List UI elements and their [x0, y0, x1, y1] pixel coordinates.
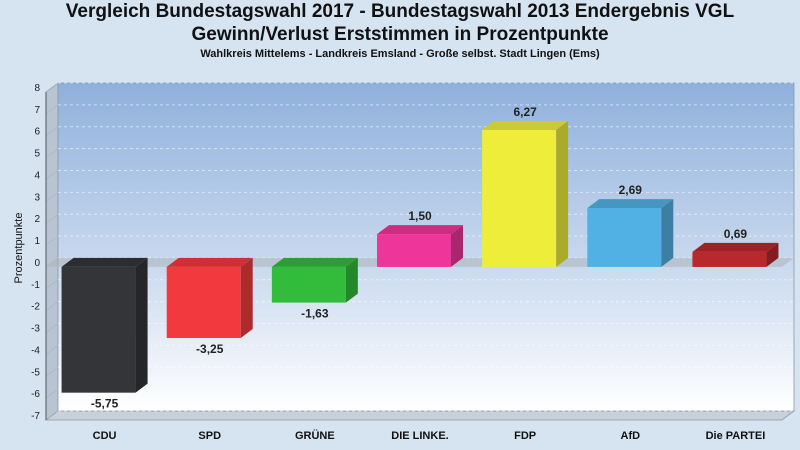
- plot-floor: [44, 410, 796, 421]
- y-tick-label: 3: [34, 192, 40, 203]
- x-tick-label: DIE LINKE.: [391, 430, 448, 442]
- bar-top: [377, 225, 463, 235]
- value-label: 1,50: [408, 209, 432, 223]
- y-tick-label: 4: [34, 170, 40, 181]
- chart-title-line1: Vergleich Bundestagswahl 2017 - Bundesta…: [65, 1, 735, 22]
- bar-side: [135, 257, 148, 393]
- gridline-side: [45, 410, 59, 421]
- bar-top: [692, 242, 779, 252]
- bar-side: [451, 225, 463, 267]
- bar-side: [766, 242, 779, 267]
- bar-top: [61, 257, 148, 267]
- bar: [377, 234, 451, 267]
- y-tick-label: -3: [31, 324, 40, 335]
- bar-top: [166, 257, 253, 267]
- value-label: 6,27: [513, 105, 537, 119]
- gridline-side: [45, 213, 59, 224]
- y-tick-label: 5: [34, 149, 40, 160]
- y-tick-label: 0: [34, 258, 40, 269]
- x-tick-label: AfD: [621, 430, 641, 442]
- value-label: -1,63: [301, 307, 329, 321]
- x-tick-label: Die PARTEI: [706, 430, 766, 442]
- gridline-side: [45, 301, 59, 311]
- value-label: 2,69: [619, 183, 643, 197]
- gridline-side: [45, 323, 59, 333]
- gridline-side: [45, 235, 59, 246]
- y-axis-label: Prozentpunkte: [13, 213, 25, 284]
- y-tick-label: -1: [31, 280, 40, 291]
- bar-side: [240, 257, 253, 338]
- gridline-side: [45, 170, 59, 180]
- bar-side: [556, 120, 569, 267]
- bar-top: [587, 199, 674, 209]
- bar-side: [345, 257, 358, 303]
- bar: [61, 266, 136, 393]
- chart-title-line2: Gewinn/Verlust Erststimmen in Prozentpun…: [191, 24, 609, 45]
- y-tick-label: -2: [31, 302, 40, 313]
- x-tick-label: GRÜNE: [295, 429, 335, 442]
- gridline-side: [45, 82, 59, 93]
- bar: [587, 208, 662, 267]
- y-tick-label: 7: [34, 105, 40, 116]
- value-label: -5,75: [91, 397, 119, 411]
- plot-side-wall: [45, 82, 59, 421]
- x-tick-label: CDU: [93, 430, 117, 442]
- chart-subtitle: Wahlkreis Mittelems - Landkreis Emsland …: [200, 48, 600, 60]
- x-tick-label: SPD: [198, 430, 221, 442]
- bar-top: [482, 120, 569, 130]
- bar-top: [271, 257, 358, 267]
- y-tick-label: 1: [34, 236, 40, 247]
- x-tick-label: FDP: [514, 430, 536, 442]
- y-tick-label: -4: [31, 345, 40, 356]
- bar-side: [661, 199, 674, 267]
- bar: [271, 266, 346, 303]
- gridline-side: [45, 367, 59, 377]
- y-tick-label: 8: [34, 83, 40, 94]
- bar: [166, 266, 241, 338]
- y-tick-label: -7: [31, 411, 40, 422]
- y-tick-label: 2: [34, 214, 40, 225]
- gridline-side: [45, 192, 59, 202]
- chart-title-block: Vergleich Bundestagswahl 2017 - Bundesta…: [0, 0, 800, 60]
- y-tick-label: -5: [31, 367, 40, 378]
- gridline-side: [45, 388, 59, 399]
- y-tick-label: 6: [34, 127, 40, 138]
- value-label: -3,25: [196, 342, 224, 356]
- gridline-side: [45, 126, 59, 136]
- y-tick-label: -6: [31, 389, 40, 400]
- gridline-side: [45, 279, 59, 290]
- bar: [482, 129, 557, 267]
- gridline-side: [45, 345, 59, 355]
- bar: [692, 251, 767, 267]
- gridline-side: [45, 148, 59, 158]
- gridline-side: [45, 104, 59, 115]
- value-label: 0,69: [724, 227, 748, 241]
